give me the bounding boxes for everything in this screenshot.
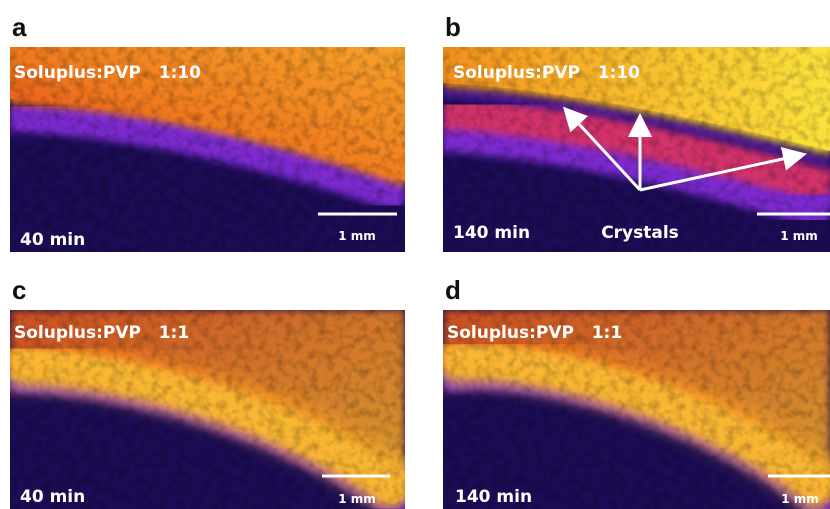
annotation: Crystals [601, 223, 679, 243]
sample-label: Soluplus:PVP 1:10 [453, 63, 640, 83]
time-label: 40 min [20, 230, 85, 250]
time-label: 140 min [455, 487, 532, 507]
scale-label: 1 mm [338, 229, 376, 243]
panel-letter: a [12, 12, 27, 42]
arrow [639, 147, 807, 192]
image-panel: Soluplus:PVP 1:1 140 min 1 mm [443, 310, 830, 509]
panel-letter: c [12, 275, 26, 305]
panel-letter: d [445, 275, 461, 305]
scale-label: 1 mm [780, 229, 818, 243]
sample-label: Soluplus:PVP 1:1 [447, 323, 622, 343]
time-label: 140 min [453, 223, 530, 243]
panel-letter: b [445, 12, 461, 42]
sample-label: Soluplus:PVP 1:10 [14, 63, 201, 83]
arrow [562, 106, 642, 192]
image-panel: Soluplus:PVP 1:10 40 min 1 mm [10, 47, 405, 252]
sample-label: Soluplus:PVP 1:1 [14, 323, 189, 343]
image-panel: Soluplus:PVP 1:1 40 min 1 mm [10, 310, 405, 509]
image-panel: Soluplus:PVP 1:10 Crystals 140 min 1 mm [443, 47, 830, 252]
scale-label: 1 mm [338, 492, 376, 506]
scale-label: 1 mm [781, 492, 819, 506]
time-label: 40 min [20, 487, 85, 507]
